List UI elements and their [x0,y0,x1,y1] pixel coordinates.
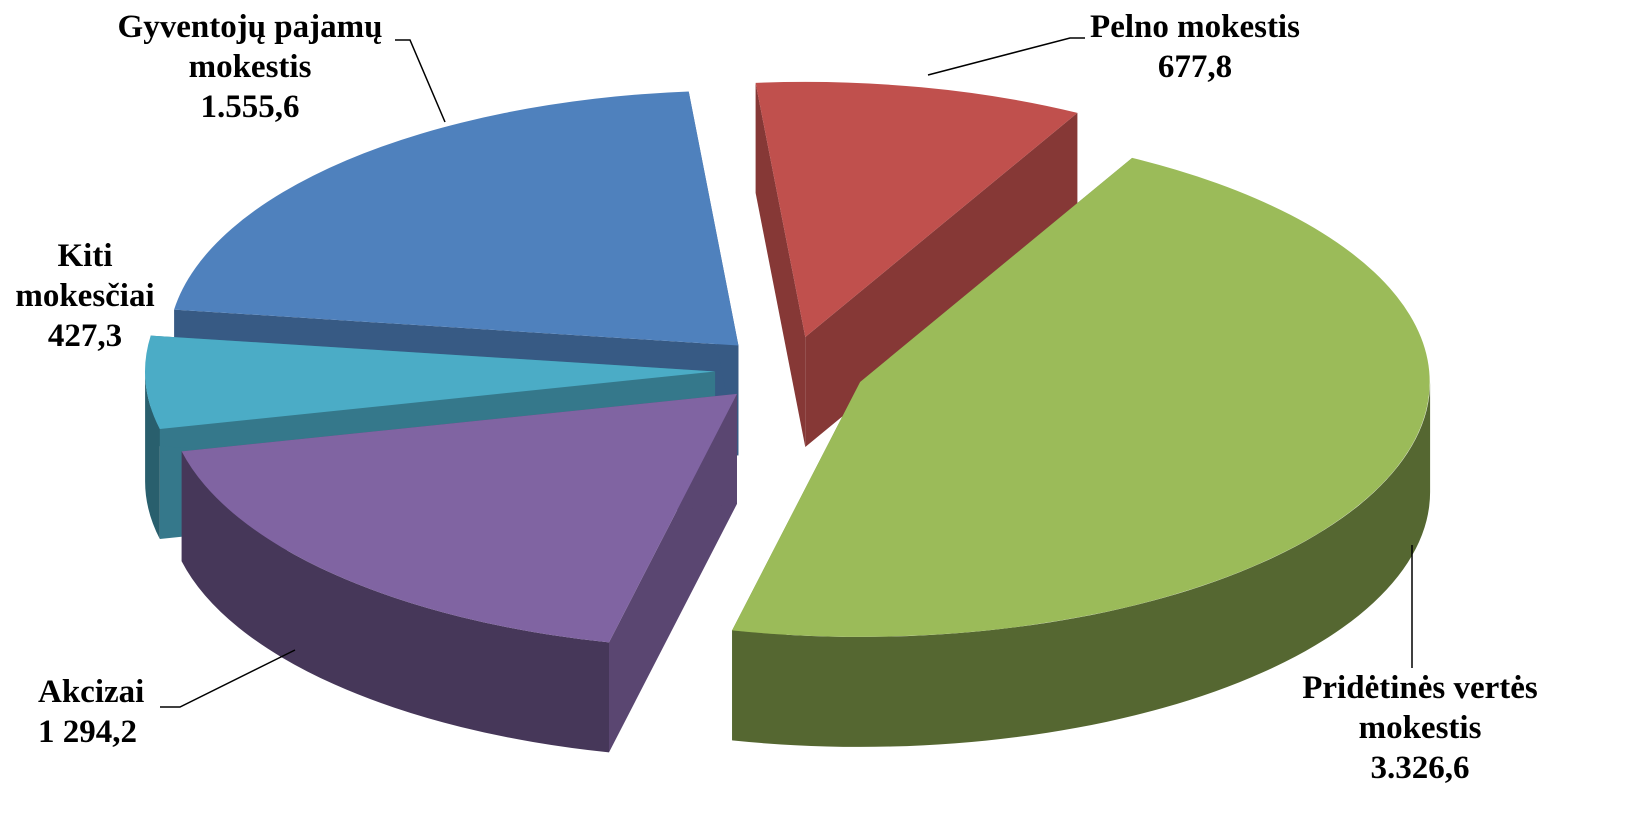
slice [732,157,1430,637]
category-label: Pelno mokestis [1090,9,1300,45]
slice-label: Akcizai 1 294,2 [38,672,288,752]
category-label: Gyventojų pajamų mokestis [117,9,383,85]
category-label: Pridėtinės vertės mokestis [1302,670,1538,746]
slice [755,81,1078,337]
leader-line [395,39,446,123]
slice-label: Gyventojų pajamų mokestis 1.555,6 [85,7,415,127]
value-label: 1 294,2 [38,714,137,750]
slice-side [181,451,609,753]
slice-label: Pridėtinės vertės mokestis 3.326,6 [1285,668,1555,788]
slice [181,393,737,643]
value-label: 427,3 [47,318,123,354]
slice-side [805,112,1078,447]
leader-line [927,37,1085,76]
slice-side [755,82,806,447]
value-label: 3.326,6 [1370,750,1470,786]
slice-label: Pelno mokestis 677,8 [1045,7,1345,87]
leader-line [160,649,296,708]
category-label: Kiti mokesčiai [15,238,155,314]
slice-label: Kiti mokesčiai 427,3 [10,236,160,356]
category-label: Akcizai [38,674,145,710]
slice-side [145,371,160,539]
value-label: 1.555,6 [200,89,300,125]
slice-side [732,382,1431,747]
slice [145,335,716,429]
slice [174,91,739,346]
value-label: 677,8 [1157,49,1233,85]
